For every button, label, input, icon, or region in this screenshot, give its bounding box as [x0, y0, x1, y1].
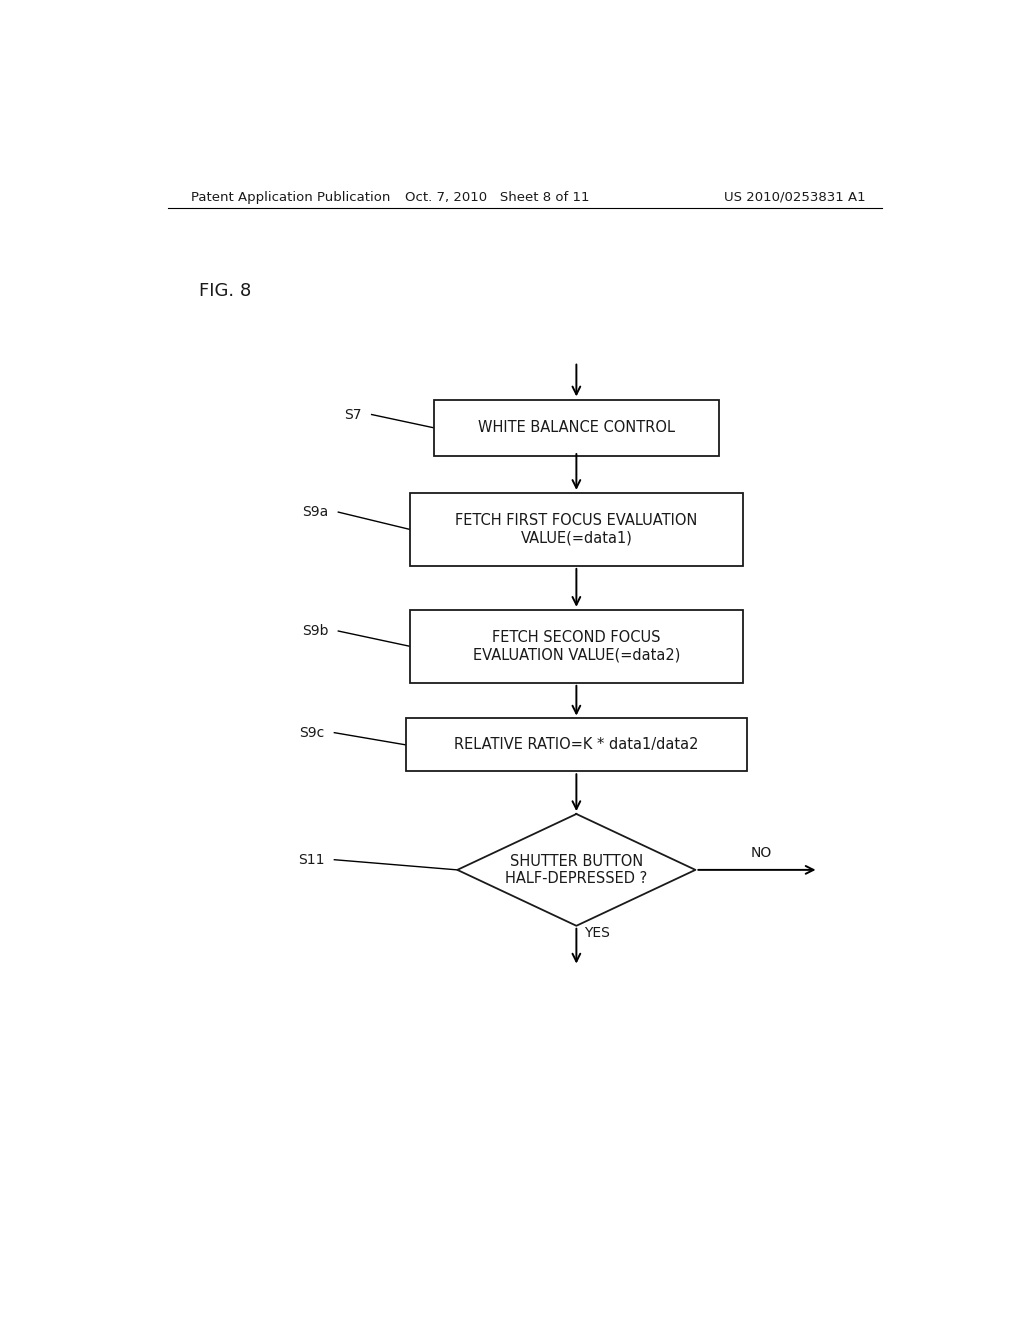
Text: NO: NO — [751, 846, 772, 859]
Text: FETCH FIRST FOCUS EVALUATION
VALUE(=data1): FETCH FIRST FOCUS EVALUATION VALUE(=data… — [456, 513, 697, 545]
Text: S11: S11 — [298, 853, 325, 867]
Text: FETCH SECOND FOCUS
EVALUATION VALUE(=data2): FETCH SECOND FOCUS EVALUATION VALUE(=dat… — [473, 630, 680, 663]
Text: FIG. 8: FIG. 8 — [200, 281, 252, 300]
FancyBboxPatch shape — [410, 492, 743, 566]
Text: Patent Application Publication: Patent Application Publication — [191, 190, 391, 203]
Text: S9a: S9a — [302, 506, 329, 519]
Text: RELATIVE RATIO=K * data1/data2: RELATIVE RATIO=K * data1/data2 — [454, 738, 698, 752]
Text: S9b: S9b — [302, 624, 329, 638]
FancyBboxPatch shape — [406, 718, 748, 771]
FancyBboxPatch shape — [410, 610, 743, 682]
Text: WHITE BALANCE CONTROL: WHITE BALANCE CONTROL — [478, 420, 675, 436]
Text: Oct. 7, 2010   Sheet 8 of 11: Oct. 7, 2010 Sheet 8 of 11 — [404, 190, 589, 203]
Text: S9c: S9c — [300, 726, 325, 739]
FancyBboxPatch shape — [433, 400, 719, 455]
Text: US 2010/0253831 A1: US 2010/0253831 A1 — [724, 190, 866, 203]
Text: YES: YES — [585, 925, 610, 940]
Text: SHUTTER BUTTON
HALF-DEPRESSED ?: SHUTTER BUTTON HALF-DEPRESSED ? — [505, 854, 647, 886]
Text: S7: S7 — [345, 408, 362, 421]
